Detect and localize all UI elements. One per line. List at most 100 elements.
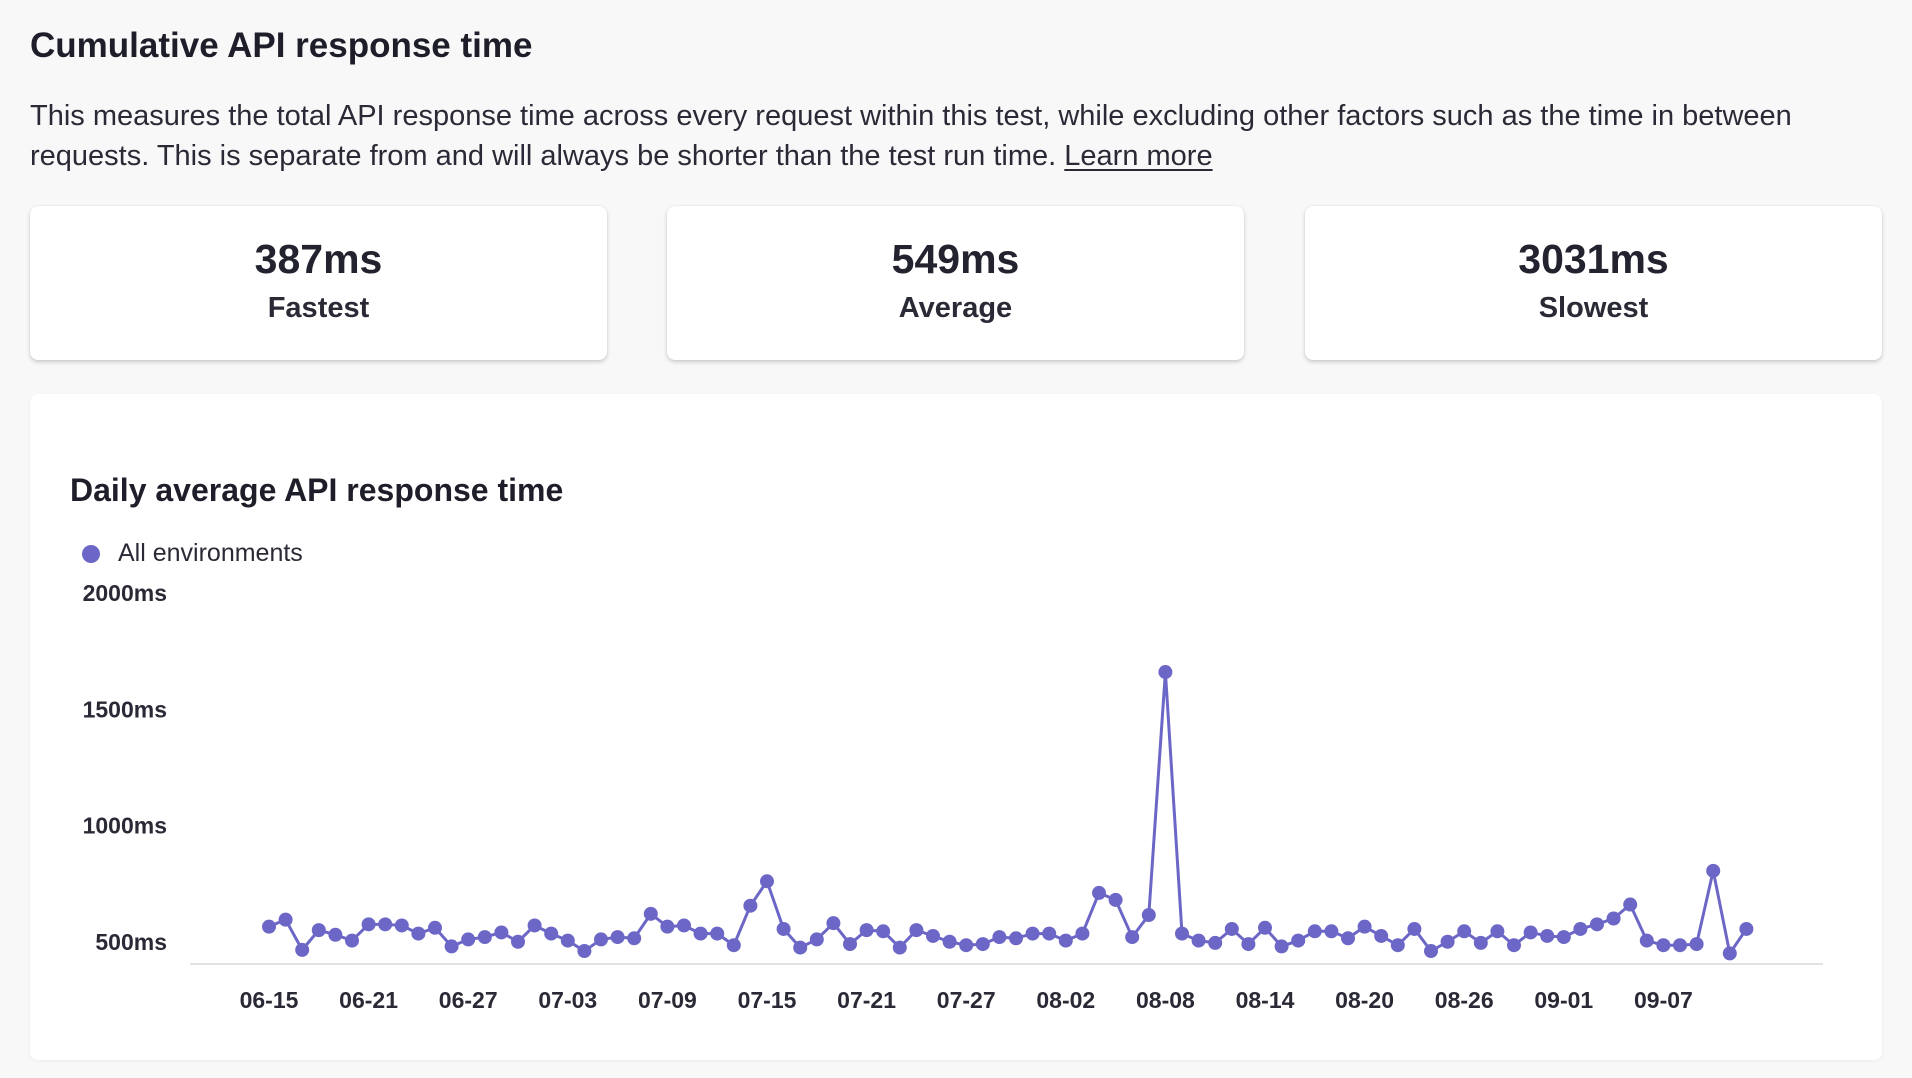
chart-title: Daily average API response time [70, 472, 564, 508]
data-point [1357, 919, 1372, 934]
x-tick-label: 07-21 [837, 987, 896, 1013]
data-point [594, 932, 608, 947]
data-point [1208, 935, 1223, 950]
data-point [776, 921, 791, 936]
data-point [428, 920, 442, 935]
data-point [1092, 885, 1106, 900]
stat-card-slowest: 3031ms Slowest [1305, 206, 1882, 360]
stat-card-fastest: 387ms Fastest [30, 206, 607, 360]
data-point [1125, 930, 1140, 945]
y-tick-label: 1500ms [83, 696, 167, 722]
data-point [627, 931, 642, 946]
data-point [859, 923, 874, 938]
data-point [610, 930, 625, 945]
stat-value-slowest: 3031ms [1518, 236, 1669, 282]
data-point [1473, 935, 1488, 950]
x-tick-label: 08-20 [1335, 987, 1394, 1013]
x-tick-label: 07-03 [538, 987, 597, 1013]
data-point [1158, 665, 1173, 680]
data-point [1108, 892, 1123, 907]
data-point [1490, 924, 1505, 939]
data-point [1291, 933, 1306, 948]
data-point [677, 918, 691, 933]
data-point [394, 918, 409, 933]
data-point [942, 934, 957, 949]
data-point [809, 932, 824, 947]
x-tick-label: 07-27 [937, 987, 996, 1013]
data-point [826, 916, 841, 931]
data-point [1440, 934, 1455, 949]
y-tick-label: 1000ms [83, 813, 167, 839]
data-point [477, 930, 492, 945]
data-point [1722, 946, 1737, 961]
learn-more-link[interactable]: Learn more [1064, 140, 1213, 172]
data-point [560, 933, 575, 948]
data-point [1224, 921, 1239, 936]
line-chart: 500ms 1000ms 1500ms 2000ms 06-15 06-21 06-27 07… [83, 580, 1823, 1013]
data-point [1307, 924, 1322, 939]
data-point [1424, 944, 1438, 959]
y-tick-label: 500ms [95, 929, 167, 955]
data-point [1390, 938, 1405, 953]
data-point [345, 933, 359, 948]
data-point [1025, 926, 1040, 941]
data-point [876, 924, 891, 939]
data-point [1274, 939, 1289, 954]
data-point [793, 940, 808, 955]
legend-label: All environments [118, 539, 303, 567]
data-point [710, 926, 725, 941]
data-point [295, 942, 310, 957]
page-title: Cumulative API response time [30, 26, 533, 65]
chart-card: Daily average API response time All envi… [30, 394, 1882, 1060]
x-tick-label: 09-01 [1534, 987, 1593, 1013]
data-point [1656, 938, 1671, 953]
page-description: This measures the total API response tim… [30, 96, 1870, 176]
x-tick-label: 08-14 [1236, 987, 1295, 1013]
data-point [693, 926, 708, 941]
data-point [1689, 937, 1704, 952]
data-point [328, 927, 343, 942]
data-point [726, 938, 741, 953]
stat-card-average: 549ms Average [667, 206, 1244, 360]
data-point [760, 874, 774, 889]
data-point [444, 939, 459, 954]
x-tick-label: 06-21 [339, 987, 398, 1013]
description-text: This measures the total API response tim… [30, 100, 1792, 172]
x-tick-label: 06-27 [439, 987, 498, 1013]
x-tick-label: 08-26 [1435, 987, 1494, 1013]
x-tick-label: 07-09 [638, 987, 697, 1013]
data-point [527, 918, 542, 933]
chart-legend[interactable]: All environments [82, 539, 303, 568]
data-point [1258, 920, 1272, 935]
data-point [1739, 921, 1754, 936]
data-point [1141, 908, 1156, 923]
data-point [1075, 926, 1090, 941]
x-tick-label: 08-02 [1036, 987, 1095, 1013]
data-point [1573, 921, 1588, 936]
data-point [1507, 938, 1521, 953]
data-point [643, 906, 658, 921]
data-point [1457, 924, 1472, 939]
data-point [1523, 925, 1538, 940]
x-tick-label: 07-15 [738, 987, 797, 1013]
data-point [361, 917, 376, 932]
data-point [1540, 928, 1555, 943]
data-point [660, 919, 675, 934]
x-tick-label: 08-08 [1136, 987, 1195, 1013]
data-point [511, 934, 525, 949]
stat-label-slowest: Slowest [1538, 292, 1649, 324]
stat-value-average: 549ms [891, 236, 1020, 282]
data-point [1673, 938, 1687, 953]
data-point [1407, 921, 1422, 936]
data-point [1324, 924, 1339, 939]
data-point [1009, 931, 1023, 946]
data-point [278, 912, 293, 927]
stat-value-fastest: 387ms [254, 236, 383, 282]
data-point [577, 944, 592, 959]
data-point [1606, 911, 1621, 926]
data-point [743, 898, 758, 913]
data-point [461, 932, 476, 947]
data-point [1042, 926, 1057, 941]
stat-label-fastest: Fastest [267, 292, 370, 324]
x-tick-label: 09-07 [1634, 987, 1693, 1013]
